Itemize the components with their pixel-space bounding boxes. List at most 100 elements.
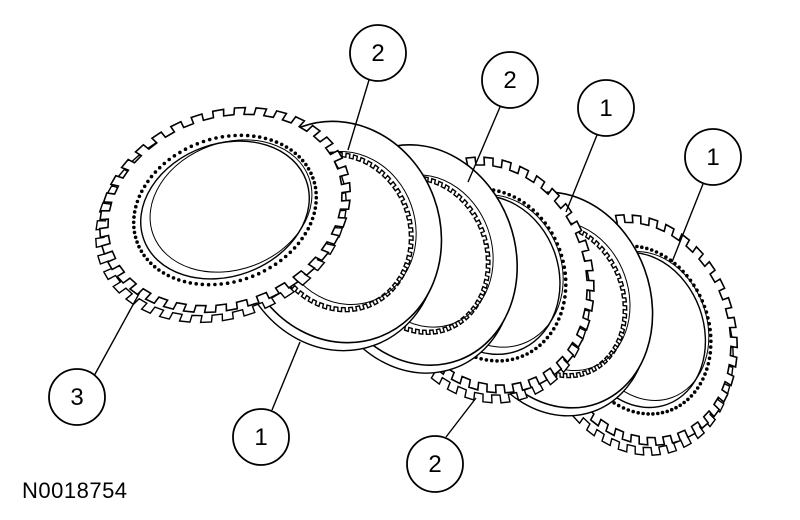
lining-bead xyxy=(539,216,544,221)
lining-bead xyxy=(698,293,702,298)
lining-bead xyxy=(146,179,150,184)
lining-bead xyxy=(137,244,141,249)
lining-bead xyxy=(561,259,565,264)
lining-bead xyxy=(685,273,689,278)
friction-lining-beads xyxy=(131,133,319,287)
lining-bead xyxy=(510,357,515,362)
lining-bead xyxy=(612,401,616,405)
lining-bead xyxy=(171,276,176,280)
lining-bead xyxy=(132,210,137,214)
lining-bead xyxy=(668,258,673,263)
lining-bead xyxy=(177,278,181,282)
callout-circle xyxy=(232,408,290,466)
lining-bead xyxy=(664,255,668,259)
figure-id-label: N0018754 xyxy=(22,478,128,503)
clutch-discs xyxy=(95,106,739,456)
lining-bead xyxy=(489,358,494,363)
lining-bead xyxy=(636,411,640,415)
callouts: 2 2 1 1 3 1 2 xyxy=(48,24,742,493)
lining-bead xyxy=(479,357,483,361)
lining-bead xyxy=(135,240,139,244)
lining-bead xyxy=(225,281,230,286)
lining-bead xyxy=(515,356,520,360)
lining-bead xyxy=(673,261,677,266)
lining-bead xyxy=(252,134,256,138)
callout-1: 1 xyxy=(232,408,290,466)
lining-bead xyxy=(195,142,200,146)
lining-bead xyxy=(137,194,142,199)
lining-bead xyxy=(701,377,705,381)
lining-bead xyxy=(507,192,512,197)
lining-bead xyxy=(200,282,205,287)
lining-bead xyxy=(548,331,553,336)
lining-bead xyxy=(312,180,317,185)
lining-bead xyxy=(557,247,562,252)
lining-bead xyxy=(269,138,274,142)
lining-bead xyxy=(688,278,693,283)
callout-leader-lines xyxy=(93,79,704,438)
lining-bead xyxy=(149,174,154,179)
lining-bead xyxy=(563,289,568,293)
lining-bead xyxy=(649,248,654,252)
lining-bead xyxy=(495,359,499,363)
lining-bead xyxy=(538,343,542,348)
lining-bead xyxy=(313,206,318,210)
callout-1: 1 xyxy=(684,128,742,186)
lining-bead xyxy=(517,197,522,202)
lining-bead xyxy=(626,408,631,412)
lining-bead xyxy=(695,288,699,293)
lining-bead xyxy=(207,137,212,142)
callout-circle xyxy=(481,51,539,109)
callout-number: 2 xyxy=(428,451,441,478)
lining-bead xyxy=(563,295,567,299)
lining-bead xyxy=(545,335,550,340)
lining-bead xyxy=(279,142,284,147)
lining-bead xyxy=(552,327,556,331)
lining-bead xyxy=(139,249,144,253)
lining-bead xyxy=(289,148,293,152)
lining-bead xyxy=(239,133,244,138)
lining-bead xyxy=(183,147,188,151)
callout-leader-line xyxy=(445,397,477,438)
callout-2: 2 xyxy=(481,51,539,109)
lining-bead xyxy=(631,409,635,414)
lining-bead xyxy=(692,390,697,394)
lining-bead xyxy=(308,221,313,226)
lining-bead xyxy=(542,339,546,344)
lining-bead xyxy=(708,327,712,332)
lining-bead xyxy=(535,212,540,216)
lining-bead xyxy=(303,231,308,236)
callout-circle xyxy=(577,79,635,137)
lining-bead xyxy=(140,189,144,194)
lining-bead xyxy=(553,236,557,241)
lining-bead xyxy=(268,265,272,270)
lining-bead xyxy=(232,280,236,284)
lining-bead xyxy=(709,339,713,344)
lining-bead xyxy=(707,321,711,326)
lining-bead xyxy=(695,386,700,390)
lining-bead xyxy=(616,403,621,408)
lining-bead xyxy=(534,346,538,351)
lining-bead xyxy=(189,144,194,149)
lining-bead xyxy=(296,241,301,246)
lining-bead xyxy=(646,412,650,416)
lining-bead xyxy=(682,400,686,405)
lining-bead xyxy=(206,282,211,287)
callout-leader-line xyxy=(93,291,141,377)
lining-bead xyxy=(313,185,318,190)
lining-bead xyxy=(640,245,644,249)
lining-bead xyxy=(562,265,567,270)
lining-bead xyxy=(306,167,311,171)
callout-1: 1 xyxy=(577,79,635,137)
lining-bead xyxy=(161,271,166,275)
lining-bead xyxy=(689,394,694,398)
lining-bead xyxy=(132,230,137,235)
callout-number: 1 xyxy=(254,424,267,451)
lining-bead xyxy=(562,300,566,305)
lining-bead xyxy=(293,151,298,156)
lining-bead xyxy=(274,140,279,144)
lining-bead xyxy=(311,176,315,180)
lining-bead xyxy=(157,165,162,170)
lining-bead xyxy=(263,136,268,141)
callout-circle xyxy=(48,368,106,426)
